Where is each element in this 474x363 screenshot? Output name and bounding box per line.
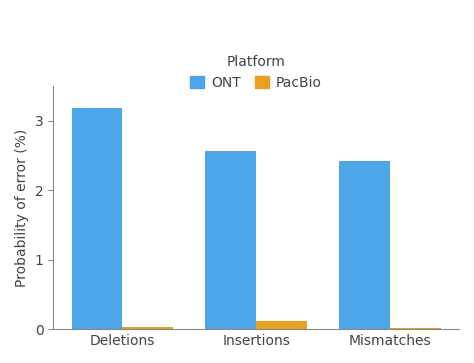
Legend: ONT, PacBio: ONT, PacBio [185,49,327,95]
Bar [390,328,440,329]
Bar [72,108,122,329]
Bar [256,321,307,329]
Bar [122,327,173,329]
Y-axis label: Probability of error (%): Probability of error (%) [15,129,29,287]
Bar [339,161,390,329]
Bar [205,151,256,329]
